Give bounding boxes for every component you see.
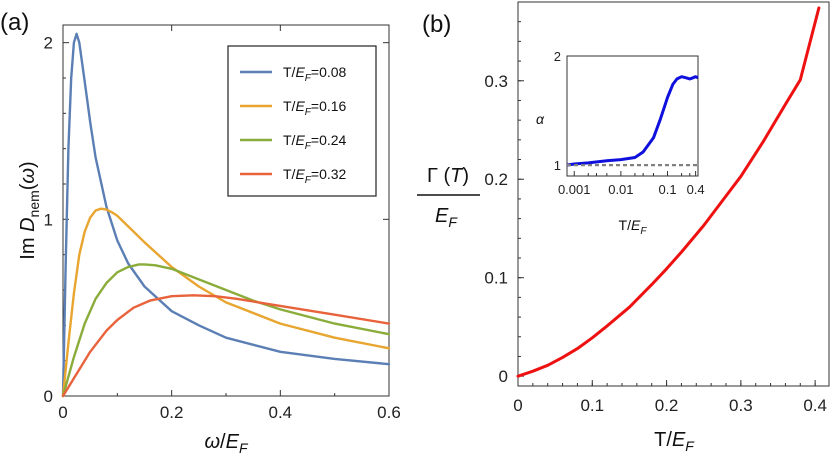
inset-chart: 0.001 0.01 0.1 0.4 1 2 α T/EF [536, 49, 705, 237]
inset-y-tick-label: 1 [554, 158, 561, 173]
y-tick-label-a: 2 [44, 34, 53, 53]
y-axis-label-b-denominator: EF [435, 205, 458, 230]
y-tick-label-b: 0.1 [484, 269, 508, 288]
inset-x-tick-label: 0.01 [608, 182, 633, 197]
panel-label-a: (a) [0, 9, 29, 36]
plot-frame-b [517, 1, 830, 387]
x-tick-label-b: 0.1 [580, 396, 604, 415]
inset-x-axis-label: T/EF [619, 217, 648, 237]
y-tick-label-b: 0.2 [484, 170, 508, 189]
inset-y-tick-label: 2 [554, 49, 561, 64]
x-tick-label-a: 0.2 [160, 403, 184, 422]
legend-entry: T/EF=0.24 [283, 132, 347, 152]
inset-y-axis-label: α [536, 111, 545, 127]
y-axis-label-a: Im Dnem(ω) [17, 161, 42, 259]
inset-x-tick-label: 0.001 [558, 182, 591, 197]
legend: T/EF=0.08 T/EF=0.16 T/EF=0.24 T/EF=0.32 [227, 45, 377, 197]
series-line-T/E_F=0.32 [61, 294, 391, 398]
legend-entry: T/EF=0.32 [283, 166, 347, 186]
x-tick-label-b: 0.2 [655, 396, 679, 415]
series-line-gamma [516, 6, 821, 378]
inset-series-alpha [566, 75, 699, 167]
y-tick-label-b: 0.3 [484, 72, 508, 91]
series-line-T/E_F=0.24 [61, 263, 391, 398]
y-axis-label-b-numerator: Γ (T) [427, 165, 469, 187]
y-tick-label-a: 1 [44, 210, 53, 229]
legend-entry: T/EF=0.16 [283, 98, 347, 118]
inset-frame [566, 55, 699, 177]
series-line-T/E_F=0.08 [61, 32, 391, 398]
x-tick-label-a: 0 [58, 403, 67, 422]
x-tick-label-b: 0 [513, 396, 522, 415]
series-line-T/E_F=0.16 [61, 207, 391, 398]
y-tick-label-b: 0 [499, 367, 508, 386]
y-tick-label-a: 0 [44, 387, 53, 406]
panel-label-b: (b) [422, 11, 451, 38]
x-axis-label-a: ω/EF [204, 431, 248, 456]
legend-entry: T/EF=0.08 [283, 64, 347, 84]
panel-b: 0 0.1 0.2 0.3 0.4 0 0.1 0.2 0.3 (b) T/EF Γ (T) EF 0.0… [417, 1, 830, 454]
x-axis-label-b: T/EF [654, 429, 695, 454]
inset-x-tick-label: 0.1 [658, 182, 676, 197]
x-tick-label-b: 0.4 [803, 396, 827, 415]
x-tick-label-a: 0.4 [269, 403, 293, 422]
x-tick-label-a: 0.6 [377, 403, 401, 422]
x-tick-label-b: 0.3 [729, 396, 753, 415]
inset-x-tick-label: 0.4 [687, 182, 705, 197]
